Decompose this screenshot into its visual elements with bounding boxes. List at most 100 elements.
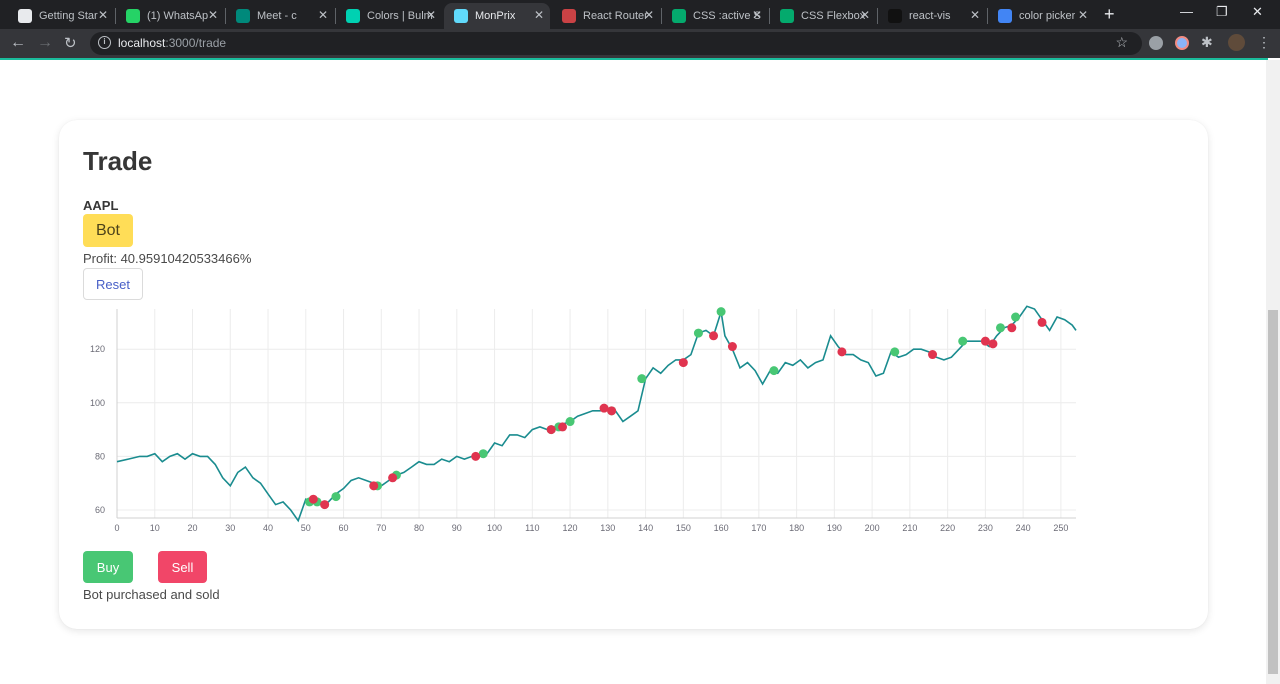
tab-close-icon[interactable]: ✕ bbox=[643, 8, 654, 22]
scrollbar-thumb[interactable] bbox=[1268, 310, 1278, 674]
browser-tab-label: Getting Star bbox=[39, 10, 98, 22]
price-line bbox=[116, 305, 1077, 523]
y-tick-labels: 60 80 100 120 bbox=[90, 344, 105, 515]
sell-marker bbox=[928, 350, 938, 360]
browser-tab[interactable]: MonPrix ✕ bbox=[444, 3, 550, 29]
tab-close-icon[interactable]: ✕ bbox=[425, 8, 436, 22]
x-tick-label: 130 bbox=[600, 523, 615, 533]
tab-close-icon[interactable]: ✕ bbox=[97, 8, 108, 22]
back-arrow-icon[interactable]: ← bbox=[10, 34, 26, 51]
browser-tab[interactable]: color picker ✕ bbox=[988, 3, 1094, 29]
buy-marker bbox=[693, 328, 703, 338]
reset-button[interactable]: Reset bbox=[83, 268, 143, 300]
buy-marker bbox=[637, 374, 647, 384]
extensions-puzzle-icon[interactable]: ✱ bbox=[1201, 34, 1213, 50]
x-tick-label: 50 bbox=[301, 523, 311, 533]
browser-menu-icon[interactable]: ⋮ bbox=[1257, 34, 1271, 50]
browser-tab-label: CSS Flexbox bbox=[801, 10, 866, 22]
tab-close-icon[interactable]: ✕ bbox=[969, 8, 980, 22]
sell-marker bbox=[471, 451, 481, 461]
x-tick-label: 110 bbox=[525, 523, 539, 533]
bot-button[interactable]: Bot bbox=[83, 214, 133, 247]
browser-tab-label: Meet - c bbox=[257, 10, 297, 22]
sell-button[interactable]: Sell bbox=[158, 551, 207, 583]
x-tick-label: 240 bbox=[1016, 523, 1031, 533]
buy-marker bbox=[890, 347, 900, 357]
maximize-icon[interactable]: ❐ bbox=[1216, 4, 1228, 19]
sell-marker bbox=[599, 403, 609, 413]
browser-tab[interactable]: react-vis ✕ bbox=[878, 3, 986, 29]
address-bar[interactable]: i localhost:3000/trade ☆ bbox=[90, 32, 1142, 55]
tab-close-icon[interactable]: ✕ bbox=[859, 8, 870, 22]
browser-tab-label: MonPrix bbox=[475, 10, 516, 22]
tab-separator bbox=[987, 8, 988, 24]
browser-tab[interactable]: Getting Star ✕ bbox=[8, 3, 114, 29]
tab-separator bbox=[335, 8, 336, 24]
bookmark-star-icon[interactable]: ☆ bbox=[1115, 34, 1128, 50]
x-tick-label: 250 bbox=[1053, 523, 1068, 533]
sell-marker bbox=[388, 473, 398, 483]
chart-grid-y bbox=[117, 348, 1076, 511]
browser-toolbar: ← → ↻ i localhost:3000/trade ☆ ✱ ⋮ bbox=[0, 29, 1280, 58]
w3schools-icon bbox=[780, 9, 794, 23]
tab-close-icon[interactable]: ✕ bbox=[751, 8, 762, 22]
reload-icon[interactable]: ↻ bbox=[64, 35, 77, 52]
browser-tab[interactable]: (1) WhatsAp ✕ bbox=[116, 3, 224, 29]
browser-tab[interactable]: React Router ✕ bbox=[552, 3, 660, 29]
browser-tab-label: (1) WhatsAp bbox=[147, 10, 209, 22]
whatsapp-icon bbox=[126, 9, 140, 23]
tab-separator bbox=[661, 8, 662, 24]
google-meet-icon bbox=[236, 9, 250, 23]
browser-tab-label: color picker bbox=[1019, 10, 1076, 22]
tab-separator bbox=[115, 8, 116, 24]
x-tick-label: 180 bbox=[789, 523, 804, 533]
browser-tab[interactable]: CSS Flexbox ✕ bbox=[770, 3, 876, 29]
google-icon bbox=[998, 9, 1012, 23]
x-tick-label: 0 bbox=[114, 523, 119, 533]
x-tick-label: 10 bbox=[150, 523, 160, 533]
buy-marker bbox=[958, 336, 968, 346]
chart-grid-x bbox=[116, 309, 1062, 518]
extension-color-icon[interactable] bbox=[1175, 36, 1189, 50]
x-tick-label: 210 bbox=[902, 523, 917, 533]
x-tick-label: 200 bbox=[865, 523, 880, 533]
browser-tab-label: react-vis bbox=[909, 10, 951, 22]
url-path: :3000/trade bbox=[165, 36, 227, 50]
tab-close-icon[interactable]: ✕ bbox=[533, 8, 544, 22]
close-window-icon[interactable]: ✕ bbox=[1252, 4, 1263, 19]
buy-marker bbox=[478, 449, 488, 459]
browser-tab[interactable]: Meet - c ✕ bbox=[226, 3, 334, 29]
tab-close-icon[interactable]: ✕ bbox=[207, 8, 218, 22]
browser-tab[interactable]: Colors | Bulm ✕ bbox=[336, 3, 442, 29]
tab-close-icon[interactable]: ✕ bbox=[317, 8, 328, 22]
tab-separator bbox=[769, 8, 770, 24]
site-info-icon[interactable]: i bbox=[98, 36, 111, 49]
minimize-icon[interactable]: — bbox=[1180, 4, 1193, 19]
browser-tab-label: Colors | Bulm bbox=[367, 10, 433, 22]
browser-tab[interactable]: CSS :active S ✕ bbox=[662, 3, 768, 29]
x-tick-label: 190 bbox=[827, 523, 842, 533]
forward-arrow-icon[interactable]: → bbox=[37, 34, 53, 51]
sell-marker bbox=[1037, 317, 1047, 327]
url-text[interactable]: localhost:3000/trade bbox=[118, 36, 226, 50]
x-tick-label: 40 bbox=[263, 523, 273, 533]
browser-tab-bar: Getting Star ✕ (1) WhatsAp ✕ Meet - c ✕ Colors… bbox=[0, 0, 1280, 29]
profile-avatar[interactable] bbox=[1228, 34, 1245, 51]
x-tick-label: 140 bbox=[638, 523, 653, 533]
new-tab-icon[interactable]: + bbox=[1104, 4, 1115, 24]
x-tick-label: 80 bbox=[414, 523, 424, 533]
x-tick-label: 230 bbox=[978, 523, 993, 533]
page-accent-line bbox=[0, 58, 1268, 60]
extension-globe-icon[interactable] bbox=[1149, 36, 1163, 50]
x-tick-label: 20 bbox=[188, 523, 198, 533]
buy-marker bbox=[995, 323, 1005, 333]
sell-marker bbox=[1007, 323, 1017, 333]
tab-close-icon[interactable]: ✕ bbox=[1077, 8, 1088, 22]
buy-button[interactable]: Buy bbox=[83, 551, 133, 583]
browser-tab-label: React Router bbox=[583, 10, 648, 22]
sell-marker bbox=[980, 336, 990, 346]
bulma-icon bbox=[346, 9, 360, 23]
react-vis-icon bbox=[888, 9, 902, 23]
price-chart: 0 10 20 30 40 50 60 70 80 90 100 110 120 130 140 150 160… bbox=[90, 305, 1077, 533]
buy-marker bbox=[769, 366, 779, 376]
